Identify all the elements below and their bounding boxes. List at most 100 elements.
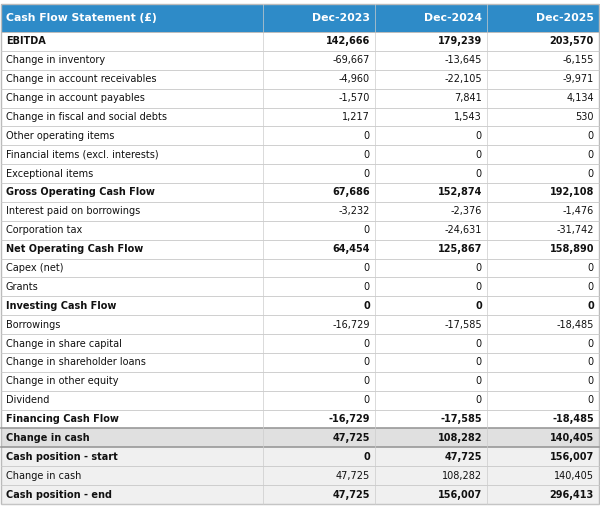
Bar [1,4,599,32]
Text: 0: 0 [588,150,594,160]
Text: Change in fiscal and social debts: Change in fiscal and social debts [6,112,167,122]
Text: 0: 0 [364,263,370,273]
Text: 203,570: 203,570 [550,37,594,46]
Text: 7,841: 7,841 [454,93,482,103]
Text: -9,971: -9,971 [563,74,594,84]
Text: 0: 0 [588,376,594,386]
Text: 0: 0 [364,169,370,179]
Bar [1,108,599,126]
Text: 0: 0 [588,395,594,405]
Text: 156,007: 156,007 [550,452,594,462]
Text: 0: 0 [588,263,594,273]
Text: 0: 0 [476,338,482,348]
Text: 530: 530 [575,112,594,122]
Text: Gross Operating Cash Flow: Gross Operating Cash Flow [6,187,155,198]
Text: -3,232: -3,232 [338,206,370,216]
Text: Cash position - start: Cash position - start [6,452,118,462]
Text: 0: 0 [588,358,594,367]
Bar [1,466,599,485]
Bar [1,334,599,353]
Bar [1,126,599,145]
Text: -18,485: -18,485 [557,320,594,330]
Text: -16,729: -16,729 [332,320,370,330]
Bar [1,70,599,88]
Bar [1,353,599,372]
Text: Financial items (excl. interests): Financial items (excl. interests) [6,150,158,160]
Text: 142,666: 142,666 [326,37,370,46]
Text: Investing Cash Flow: Investing Cash Flow [6,301,116,311]
Text: -17,585: -17,585 [440,414,482,424]
Text: 296,413: 296,413 [550,490,594,499]
Text: -13,645: -13,645 [445,55,482,66]
Text: 0: 0 [476,282,482,292]
Text: 0: 0 [363,301,370,311]
Text: 0: 0 [364,225,370,235]
Bar [1,32,599,51]
Text: -24,631: -24,631 [445,225,482,235]
Text: 0: 0 [364,358,370,367]
Text: Dec-2025: Dec-2025 [536,13,594,23]
Bar [1,88,599,108]
Text: EBITDA: EBITDA [6,37,46,46]
Bar [1,145,599,164]
Text: 0: 0 [476,150,482,160]
Text: 108,282: 108,282 [442,471,482,481]
Text: 0: 0 [364,131,370,141]
Text: Change in cash: Change in cash [6,433,89,443]
Text: 152,874: 152,874 [437,187,482,198]
Bar [1,391,599,409]
Bar [1,221,599,240]
Text: -6,155: -6,155 [563,55,594,66]
Text: 0: 0 [364,338,370,348]
Bar [1,183,599,202]
Text: Financing Cash Flow: Financing Cash Flow [6,414,119,424]
Bar [1,315,599,334]
Text: 0: 0 [588,338,594,348]
Text: 156,007: 156,007 [438,490,482,499]
Text: Dec-2024: Dec-2024 [424,13,482,23]
Text: 140,405: 140,405 [550,433,594,443]
Text: Capex (net): Capex (net) [6,263,64,273]
Text: 47,725: 47,725 [336,471,370,481]
Bar [1,485,599,504]
Bar [1,296,599,315]
Text: -16,729: -16,729 [329,414,370,424]
Text: 0: 0 [364,150,370,160]
Text: 0: 0 [476,263,482,273]
Text: 47,725: 47,725 [445,452,482,462]
Text: Cash Flow Statement (£): Cash Flow Statement (£) [6,13,157,23]
Text: Change in inventory: Change in inventory [6,55,105,66]
Text: 0: 0 [364,395,370,405]
Text: 4,134: 4,134 [566,93,594,103]
Text: 0: 0 [364,282,370,292]
Text: Change in share capital: Change in share capital [6,338,122,348]
Text: 125,867: 125,867 [437,244,482,254]
Text: 0: 0 [587,301,594,311]
Text: 0: 0 [588,169,594,179]
Text: Other operating items: Other operating items [6,131,115,141]
Text: 0: 0 [476,358,482,367]
Text: Dividend: Dividend [6,395,49,405]
Text: 1,217: 1,217 [342,112,370,122]
Text: 67,686: 67,686 [332,187,370,198]
Bar [1,240,599,259]
Text: 0: 0 [363,452,370,462]
Text: 192,108: 192,108 [550,187,594,198]
Text: Change in shareholder loans: Change in shareholder loans [6,358,146,367]
Text: -18,485: -18,485 [552,414,594,424]
Text: -4,960: -4,960 [339,74,370,84]
Text: Grants: Grants [6,282,39,292]
Bar [1,448,599,466]
Text: Borrowings: Borrowings [6,320,61,330]
Text: 0: 0 [588,282,594,292]
Text: 179,239: 179,239 [438,37,482,46]
Bar [1,409,599,428]
Text: 108,282: 108,282 [437,433,482,443]
Text: 158,890: 158,890 [550,244,594,254]
Text: -2,376: -2,376 [451,206,482,216]
Text: -31,742: -31,742 [557,225,594,235]
Text: 0: 0 [476,131,482,141]
Text: Change in other equity: Change in other equity [6,376,119,386]
Text: Change in account payables: Change in account payables [6,93,145,103]
Text: Dec-2023: Dec-2023 [312,13,370,23]
